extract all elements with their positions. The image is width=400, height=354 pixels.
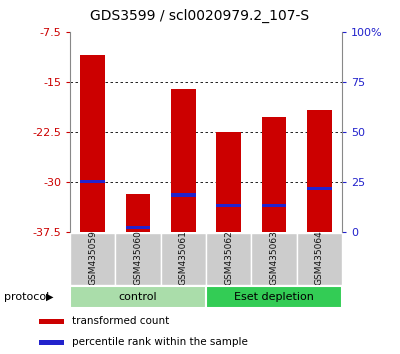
Bar [70,233,115,285]
Bar [39,319,64,324]
Bar [70,286,206,308]
Bar [161,233,206,285]
Text: GSM435061: GSM435061 [179,230,188,285]
Text: ▶: ▶ [46,292,54,302]
Text: control: control [119,292,157,302]
Text: GSM435059: GSM435059 [88,230,97,285]
Text: GSM435062: GSM435062 [224,230,233,285]
Bar [171,88,196,232]
Bar [262,204,286,207]
Bar [115,233,161,285]
Text: percentile rank within the sample: percentile rank within the sample [72,337,248,347]
Bar [80,180,105,183]
Bar [126,194,150,232]
Bar [262,116,286,232]
Text: Eset depletion: Eset depletion [234,292,314,302]
Text: transformed count: transformed count [72,316,170,326]
Bar [80,55,105,232]
Bar [126,226,150,229]
Text: GSM435063: GSM435063 [270,230,278,285]
Bar [307,187,332,190]
Text: GSM435064: GSM435064 [315,230,324,285]
Text: protocol: protocol [4,292,49,302]
Bar [251,233,297,285]
Text: GDS3599 / scl0020979.2_107-S: GDS3599 / scl0020979.2_107-S [90,9,310,23]
Bar [216,204,241,207]
Bar [297,233,342,285]
Bar [307,110,332,232]
Text: GSM435060: GSM435060 [134,230,142,285]
Bar [171,193,196,196]
Bar [39,340,64,345]
Bar [216,132,241,232]
Bar [206,286,342,308]
Bar [206,233,251,285]
